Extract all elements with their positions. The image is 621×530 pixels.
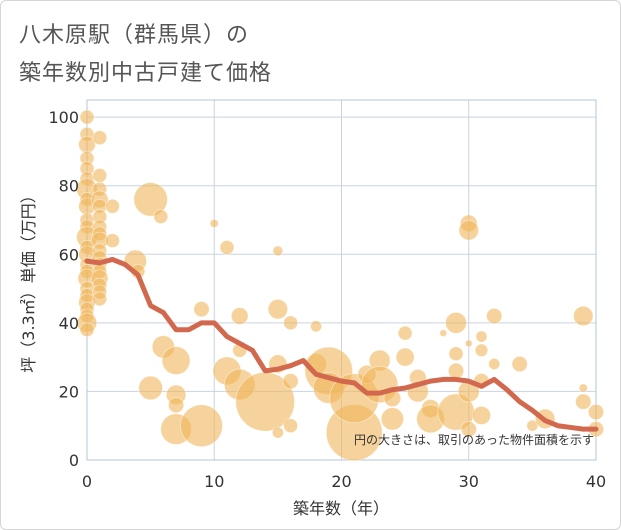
data-bubble (180, 404, 223, 448)
data-bubble (105, 198, 120, 214)
x-tick-label: 0 (82, 472, 92, 491)
x-axis-label: 築年数（年） (293, 499, 389, 518)
x-tick-label: 30 (459, 472, 479, 491)
data-bubble (448, 346, 464, 362)
bubble-layer (76, 109, 605, 461)
data-bubble (475, 330, 488, 343)
data-bubble (573, 305, 594, 327)
data-bubble (193, 301, 210, 318)
chart-title-line1: 八木原駅（群馬県）の (19, 23, 250, 48)
data-bubble (460, 421, 477, 438)
y-axis-label: 坪（3.3㎡）単価（万円） (19, 187, 38, 372)
data-bubble (92, 130, 108, 146)
data-bubble (161, 346, 191, 375)
data-bubble (587, 403, 605, 421)
x-tick-label: 20 (331, 472, 351, 491)
data-bubble (167, 397, 185, 414)
data-bubble (219, 240, 235, 255)
x-tick-label: 10 (204, 472, 224, 491)
data-bubble (511, 355, 528, 373)
data-bubble (153, 209, 169, 224)
data-bubble (447, 362, 465, 379)
data-bubble (397, 325, 413, 341)
data-bubble (133, 182, 168, 217)
data-bubble (395, 347, 415, 367)
chart-title-line2: 築年数別中古戸建て価格 (19, 61, 273, 86)
data-bubble (282, 373, 299, 390)
data-bubble (283, 418, 299, 434)
y-tick-label: 80 (59, 177, 79, 196)
data-bubble (138, 375, 163, 401)
data-bubble (458, 220, 479, 241)
data-bubble (105, 233, 120, 248)
data-bubble (488, 357, 501, 370)
data-bubble (486, 307, 503, 325)
x-tick-label: 40 (586, 472, 606, 491)
data-bubble (575, 393, 592, 410)
data-bubble (445, 311, 467, 334)
bubble-size-note: 円の大きさは、取引のあった物件面積を示す (354, 432, 594, 447)
y-tick-label: 60 (59, 245, 79, 264)
data-bubble (92, 168, 108, 183)
data-bubble (271, 426, 284, 439)
data-bubble (209, 218, 219, 229)
y-tick-label: 20 (59, 382, 79, 401)
y-tick-label: 40 (59, 314, 79, 333)
y-tick-label: 0 (69, 451, 79, 470)
data-bubble (283, 315, 299, 331)
data-bubble (79, 109, 95, 125)
data-bubble (471, 405, 491, 425)
data-bubble (380, 407, 404, 431)
y-tick-label: 100 (48, 108, 79, 127)
trend-line (84, 256, 599, 432)
data-bubble (267, 298, 289, 320)
data-bubble (79, 322, 95, 338)
data-bubble (230, 307, 249, 325)
data-bubble (310, 320, 323, 333)
data-bubble (92, 291, 108, 307)
data-bubble (439, 329, 448, 338)
data-bubble (474, 343, 489, 357)
data-bubble (578, 383, 588, 393)
data-bubble (464, 339, 473, 348)
data-bubble (272, 245, 284, 257)
y-tick-labels: 0 20 40 60 80 100 (48, 108, 79, 470)
x-tick-labels: 0 10 20 30 40 (82, 472, 606, 491)
